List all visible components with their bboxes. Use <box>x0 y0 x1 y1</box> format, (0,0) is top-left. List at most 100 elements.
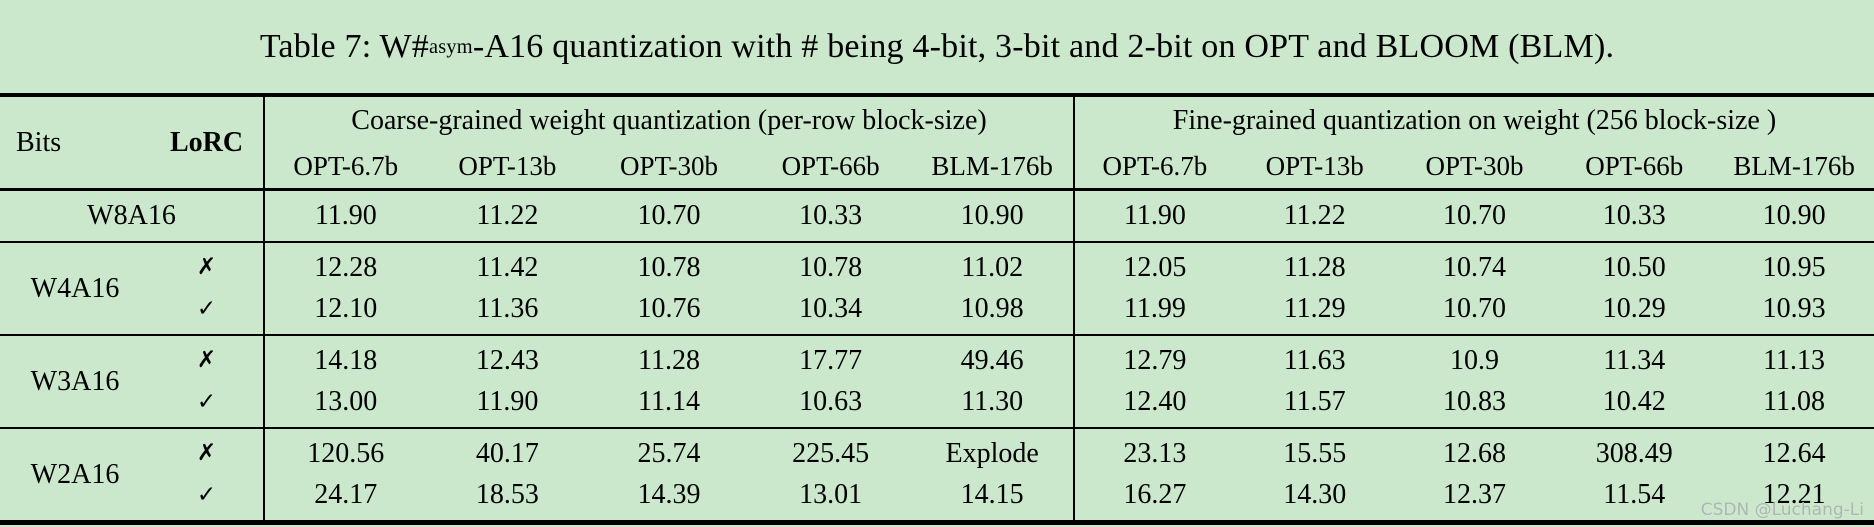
value-cell: 10.50 <box>1602 251 1666 283</box>
value-cell: 49.46 <box>960 344 1024 376</box>
model-header: OPT-30b <box>619 151 718 181</box>
value-cell: 10.95 <box>1762 251 1826 283</box>
value-cell: 12.21 <box>1762 479 1826 511</box>
value-row: 24.17 18.53 14.39 13.01 14.15 <box>265 479 1073 511</box>
value-cell: 11.90 <box>314 200 377 231</box>
check-icon: ✓ <box>196 388 217 415</box>
bits-label: W8A16 <box>87 200 176 231</box>
value-row: 13.00 11.90 11.14 10.63 11.30 <box>265 386 1073 418</box>
value-cell: 10.70 <box>1442 200 1506 231</box>
value-cell: 10.78 <box>637 251 701 283</box>
value-cell: 14.15 <box>960 479 1024 511</box>
value-cell: 12.64 <box>1762 437 1826 469</box>
value-cell: 11.28 <box>638 344 700 376</box>
value-cell: 12.37 <box>1442 479 1506 511</box>
table-caption: Table 7: W# asym -A16 quantization with # … <box>259 27 1615 65</box>
value-cell: 11.42 <box>476 251 539 283</box>
value-row: 12.10 11.36 10.76 10.34 10.98 <box>265 293 1073 325</box>
value-cell: 11.34 <box>1603 344 1666 376</box>
group-label-fine: Fine-grained quantization on weight (256… <box>1172 105 1777 136</box>
value-row: 23.13 15.55 12.68 308.49 12.64 <box>1075 438 1874 470</box>
value-cell: 10.74 <box>1442 251 1506 283</box>
value-cell: 12.10 <box>314 293 378 325</box>
model-header: OPT-13b <box>458 151 557 181</box>
header-bits: Bits <box>16 126 62 158</box>
value-row: 16.27 14.30 12.37 11.54 12.21 <box>1075 479 1874 511</box>
value-cell: 11.36 <box>476 293 539 325</box>
model-header: OPT-66b <box>781 151 880 181</box>
row-separator <box>0 241 1874 243</box>
value-cell: 10.78 <box>799 251 863 283</box>
value-cell: 10.33 <box>799 200 863 231</box>
coarse-values: 12.28 11.42 10.78 10.78 11.02 12.10 11.3… <box>263 243 1073 334</box>
value-row: 14.18 12.43 11.28 17.77 49.46 <box>265 345 1073 377</box>
value-cell: 17.77 <box>799 344 863 376</box>
value-cell: 11.57 <box>1283 386 1346 418</box>
value-cell: Explode <box>945 437 1039 469</box>
value-cell: 13.00 <box>314 386 378 418</box>
value-cell: 11.54 <box>1603 479 1666 511</box>
row-separator <box>0 334 1874 336</box>
model-header: OPT-6.7b <box>293 151 399 181</box>
value-cell: 11.13 <box>1763 344 1826 376</box>
value-row: 11.90 11.22 10.70 10.33 10.90 <box>1075 200 1874 232</box>
value-cell: 11.22 <box>476 200 539 231</box>
value-cell: 10.90 <box>1762 200 1826 231</box>
model-headers-coarse: OPT-6.7b OPT-13b OPT-30b OPT-66b BLM-176… <box>265 145 1073 188</box>
caption-prefix: Table 7: W# <box>259 27 429 65</box>
value-cell: 11.22 <box>1283 200 1346 231</box>
check-icon: ✓ <box>196 295 217 322</box>
value-cell: 10.83 <box>1442 386 1506 418</box>
value-cell: 14.30 <box>1283 479 1347 511</box>
value-cell: 11.29 <box>1283 293 1346 325</box>
header-rule <box>0 188 1874 191</box>
coarse-values: 14.18 12.43 11.28 17.77 49.46 13.00 11.9… <box>263 336 1073 427</box>
value-cell: 10.9 <box>1449 344 1499 376</box>
value-cell: 12.68 <box>1442 437 1506 469</box>
row-w4a16: W4A16 ✗ ✓ 12.28 11.42 10.78 10.78 11.02 … <box>0 243 1874 334</box>
value-cell: 11.14 <box>638 386 700 418</box>
coarse-values: 11.90 11.22 10.70 10.33 10.90 <box>263 191 1073 241</box>
bits-label: W4A16 <box>30 272 120 304</box>
value-cell: 12.43 <box>475 344 539 376</box>
value-cell: 11.28 <box>1283 251 1346 283</box>
results-table: Bits LoRC Coarse-grained weight quantiza… <box>0 93 1874 525</box>
value-cell: 10.76 <box>637 293 701 325</box>
value-cell: 12.28 <box>314 251 378 283</box>
lorc-marks: ✗ ✓ <box>150 429 263 520</box>
value-cell: 10.29 <box>1602 293 1666 325</box>
model-header: BLM-176b <box>1733 151 1855 181</box>
check-icon: ✓ <box>196 481 217 508</box>
row-w3a16: W3A16 ✗ ✓ 14.18 12.43 11.28 17.77 49.46 … <box>0 336 1874 427</box>
bottom-rule <box>0 520 1874 525</box>
bits-label: W2A16 <box>30 458 120 490</box>
value-cell: 308.49 <box>1595 437 1673 469</box>
value-cell: 120.56 <box>307 437 385 469</box>
value-cell: 10.70 <box>1442 293 1506 325</box>
value-cell: 18.53 <box>475 479 539 511</box>
lorc-marks: ✗ ✓ <box>150 336 263 427</box>
value-cell: 10.42 <box>1602 386 1666 418</box>
value-row: 12.40 11.57 10.83 10.42 11.08 <box>1075 386 1874 418</box>
model-header: OPT-13b <box>1265 151 1364 181</box>
value-cell: 11.90 <box>476 386 539 418</box>
value-row: 11.90 11.22 10.70 10.33 10.90 <box>265 200 1073 232</box>
row-w8a16: W8A16 11.90 11.22 10.70 10.33 10.90 11.9… <box>0 191 1874 241</box>
model-header: BLM-176b <box>931 151 1053 181</box>
lorc-marks: ✗ ✓ <box>150 243 263 334</box>
value-row: 12.05 11.28 10.74 10.50 10.95 <box>1075 252 1874 284</box>
value-cell: 10.90 <box>960 200 1024 231</box>
top-rule <box>0 93 1874 97</box>
group-label-coarse: Coarse-grained weight quantization (per-… <box>351 105 987 136</box>
value-cell: 40.17 <box>475 437 539 469</box>
row-separator <box>0 427 1874 429</box>
value-cell: 12.05 <box>1123 251 1187 283</box>
cross-icon: ✗ <box>196 254 217 281</box>
value-row: 12.28 11.42 10.78 10.78 11.02 <box>265 252 1073 284</box>
model-header: OPT-66b <box>1585 151 1684 181</box>
model-header: OPT-6.7b <box>1102 151 1208 181</box>
value-cell: 15.55 <box>1283 437 1347 469</box>
model-headers-fine: OPT-6.7b OPT-13b OPT-30b OPT-66b BLM-176… <box>1075 145 1874 188</box>
value-cell: 11.08 <box>1763 386 1826 418</box>
